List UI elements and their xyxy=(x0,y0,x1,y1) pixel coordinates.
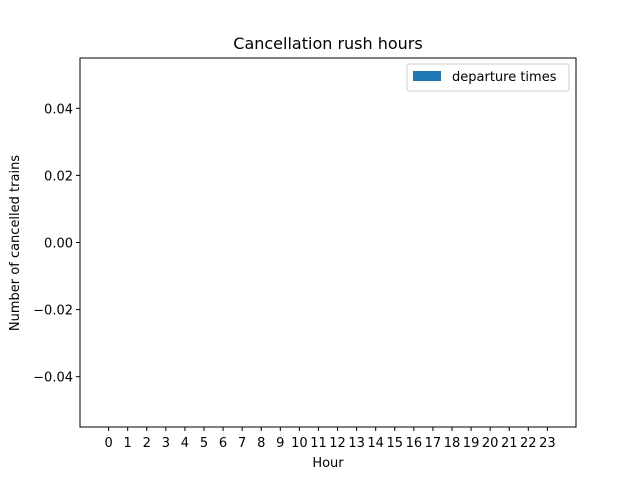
x-axis-label: Hour xyxy=(312,456,344,471)
x-tick-label-11: 11 xyxy=(310,436,327,451)
x-tick-label-16: 16 xyxy=(406,436,423,451)
y-tick-label-2: 0.00 xyxy=(44,237,73,252)
y-axis-ticks: −0.04 −0.02 0.00 0.02 0.04 xyxy=(33,102,80,386)
y-tick-label-0: −0.04 xyxy=(33,371,73,386)
x-tick-label-4: 4 xyxy=(181,436,189,451)
plot-border xyxy=(79,57,577,428)
x-tick-label-19: 19 xyxy=(463,436,480,451)
chart-title: Cancellation rush hours xyxy=(233,34,422,53)
x-tick-label-21: 21 xyxy=(501,436,518,451)
x-tick-label-23: 23 xyxy=(539,436,556,451)
legend-box xyxy=(406,63,570,92)
x-tick-label-18: 18 xyxy=(444,436,461,451)
y-tick-label-1: −0.02 xyxy=(33,304,73,319)
x-axis-ticks: 0 1 2 3 4 5 6 7 8 9 10 11 12 13 14 15 16 17 18 19 20 21 22 23 xyxy=(104,427,556,451)
legend-label-departure-times: departure times xyxy=(452,70,557,85)
x-tick-label-22: 22 xyxy=(520,436,537,451)
x-tick-label-8: 8 xyxy=(257,436,265,451)
legend: departure times xyxy=(406,63,570,92)
x-tick-label-3: 3 xyxy=(162,436,170,451)
x-tick-label-12: 12 xyxy=(329,436,346,451)
x-tick-label-7: 7 xyxy=(238,436,246,451)
x-tick-label-1: 1 xyxy=(124,436,132,451)
x-tick-label-2: 2 xyxy=(143,436,151,451)
x-tick-label-13: 13 xyxy=(348,436,365,451)
x-tick-label-17: 17 xyxy=(425,436,442,451)
y-axis-label: Number of cancelled trains xyxy=(8,155,23,331)
y-tick-label-4: 0.04 xyxy=(44,102,73,117)
x-tick-label-10: 10 xyxy=(291,436,308,451)
x-tick-label-0: 0 xyxy=(104,436,112,451)
x-tick-label-9: 9 xyxy=(276,436,284,451)
x-tick-label-20: 20 xyxy=(482,436,499,451)
x-tick-label-14: 14 xyxy=(367,436,384,451)
x-tick-label-15: 15 xyxy=(386,436,403,451)
plot-area xyxy=(80,58,576,427)
y-tick-label-3: 0.02 xyxy=(44,169,73,184)
x-tick-label-5: 5 xyxy=(200,436,208,451)
legend-swatch-departure-times xyxy=(413,71,441,81)
x-tick-label-6: 6 xyxy=(219,436,227,451)
